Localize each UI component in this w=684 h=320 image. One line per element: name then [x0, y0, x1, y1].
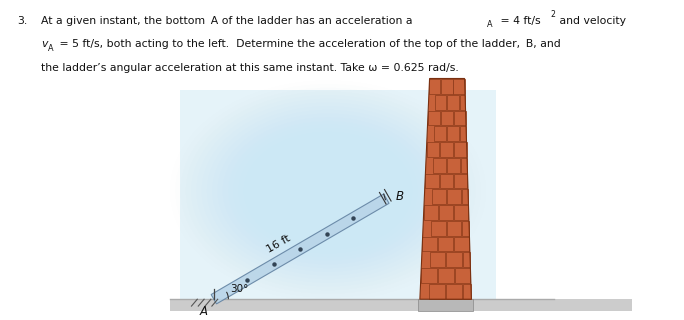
Bar — [447, 158, 460, 172]
Ellipse shape — [317, 183, 339, 198]
Bar — [423, 236, 438, 252]
Bar — [463, 284, 471, 299]
Ellipse shape — [212, 110, 444, 272]
Bar — [453, 79, 464, 94]
Bar — [447, 221, 461, 236]
Ellipse shape — [191, 95, 465, 286]
Text: 16 ft: 16 ft — [265, 233, 293, 255]
Text: = 5 ft/s, both acting to the left.  Determine the acceleration of the top of the: = 5 ft/s, both acting to the left. Deter… — [56, 39, 561, 49]
Bar — [434, 126, 446, 141]
Bar — [430, 252, 445, 267]
Text: B: B — [396, 190, 404, 203]
Bar — [461, 158, 467, 172]
Ellipse shape — [228, 121, 428, 261]
Text: 3.: 3. — [18, 16, 28, 26]
Bar — [180, 90, 496, 311]
Bar — [462, 252, 470, 267]
Ellipse shape — [186, 92, 470, 290]
Ellipse shape — [280, 158, 376, 224]
Bar — [428, 110, 440, 125]
Ellipse shape — [207, 106, 449, 276]
Ellipse shape — [254, 139, 402, 242]
Ellipse shape — [286, 161, 370, 220]
Ellipse shape — [323, 187, 333, 195]
Bar — [433, 158, 446, 172]
Ellipse shape — [249, 136, 407, 246]
Ellipse shape — [233, 124, 423, 257]
Bar — [460, 95, 465, 109]
Bar — [429, 284, 445, 299]
Ellipse shape — [270, 150, 386, 231]
Ellipse shape — [296, 169, 360, 213]
Ellipse shape — [218, 114, 438, 268]
Ellipse shape — [239, 128, 417, 253]
Ellipse shape — [276, 154, 381, 228]
Ellipse shape — [307, 176, 349, 205]
Bar — [454, 173, 467, 188]
Bar — [438, 236, 453, 252]
Bar — [446, 284, 462, 299]
Bar — [462, 221, 469, 236]
Bar — [430, 79, 440, 94]
Bar — [454, 236, 469, 252]
Polygon shape — [420, 78, 471, 299]
Ellipse shape — [244, 132, 412, 250]
Polygon shape — [211, 194, 389, 304]
Text: At a given instant, the bottom  A of the ladder has an acceleration a: At a given instant, the bottom A of the … — [41, 16, 412, 26]
Ellipse shape — [223, 117, 433, 264]
Bar — [432, 189, 446, 204]
Ellipse shape — [291, 165, 365, 217]
Text: v: v — [41, 39, 47, 49]
Bar — [447, 126, 460, 141]
Bar — [460, 126, 466, 141]
Text: 2: 2 — [551, 10, 555, 19]
Bar — [424, 205, 438, 220]
Ellipse shape — [265, 147, 391, 235]
Text: A: A — [487, 20, 492, 29]
Bar — [431, 221, 445, 236]
Bar — [447, 189, 460, 204]
Text: 30°: 30° — [231, 284, 249, 294]
Text: A: A — [48, 44, 53, 53]
Ellipse shape — [302, 172, 354, 209]
Bar — [462, 189, 468, 204]
Bar — [418, 299, 473, 311]
Text: A: A — [200, 305, 208, 318]
Bar — [441, 79, 453, 94]
Bar — [455, 268, 471, 283]
Bar — [439, 205, 453, 220]
Bar — [427, 142, 439, 157]
Bar — [425, 173, 438, 188]
Bar — [454, 205, 469, 220]
Bar — [447, 252, 462, 267]
Bar — [435, 95, 447, 109]
Text: = 4 ft/s: = 4 ft/s — [497, 16, 540, 26]
Bar — [438, 268, 453, 283]
Ellipse shape — [312, 180, 344, 202]
Bar — [440, 142, 453, 157]
Text: the ladder’s angular acceleration at this same instant. Take ω = 0.625 rad/s.: the ladder’s angular acceleration at thi… — [41, 63, 458, 73]
Ellipse shape — [260, 143, 397, 239]
Text: and velocity: and velocity — [555, 16, 626, 26]
Ellipse shape — [196, 99, 460, 283]
Ellipse shape — [181, 88, 475, 294]
Bar — [447, 95, 459, 109]
Bar — [421, 268, 437, 283]
Bar — [170, 299, 632, 311]
Bar — [454, 142, 466, 157]
Bar — [440, 173, 453, 188]
Bar — [453, 110, 466, 125]
Ellipse shape — [202, 102, 454, 279]
Bar — [440, 110, 453, 125]
